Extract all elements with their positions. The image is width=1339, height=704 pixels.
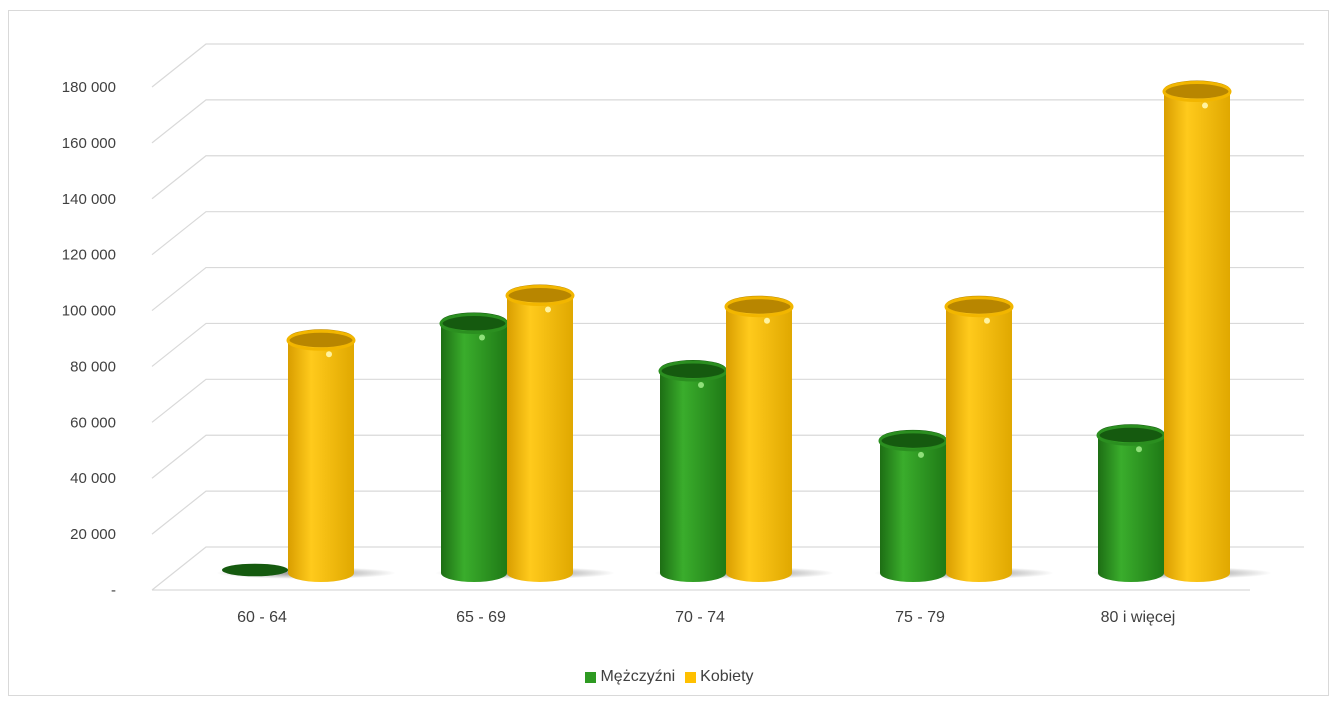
gridline [151, 99, 1304, 144]
legend-label-men: Mężczyźni [600, 668, 676, 685]
bar-women [724, 295, 794, 582]
bar-men [439, 312, 509, 582]
bar-women [1162, 80, 1232, 583]
bar-highlight [1202, 102, 1208, 109]
y-tick-label: 160 000 [62, 135, 116, 152]
legend-swatch-men [585, 671, 597, 683]
bar-body [1098, 433, 1164, 582]
x-tick-label: 65 - 69 [456, 609, 506, 626]
legend-item-women: Kobiety [685, 668, 754, 686]
bar-body [1164, 89, 1230, 583]
y-tick-label: 20 000 [70, 526, 116, 543]
chart-frame [8, 10, 1329, 696]
bar-body [441, 321, 507, 582]
legend-swatch-women [685, 671, 697, 683]
legend-label-women: Kobiety [700, 668, 754, 685]
bar-men [658, 360, 728, 582]
gridline [151, 43, 1304, 88]
bar-men [1096, 424, 1166, 582]
legend-item-men: Mężczyźni [585, 668, 675, 686]
y-tick-label: 80 000 [70, 358, 116, 375]
y-tick-label: 180 000 [62, 79, 116, 96]
gridline [151, 155, 1304, 200]
bar-women [505, 284, 575, 582]
bar-body [288, 338, 354, 582]
bar-men [222, 563, 288, 577]
bar-highlight [984, 317, 990, 324]
x-tick-label: 80 i więcej [1101, 609, 1176, 626]
gridline [151, 378, 1304, 423]
y-tick-label: - [111, 582, 116, 599]
bar-highlight [1136, 446, 1142, 453]
bar-men [878, 429, 948, 582]
y-tick-label: 120 000 [62, 247, 116, 264]
bar-rim [286, 329, 356, 351]
bar-highlight [326, 351, 332, 358]
y-tick-label: 60 000 [70, 414, 116, 431]
bar-body [507, 293, 573, 582]
bar-women [286, 329, 356, 582]
legend: Mężczyźni Kobiety [0, 668, 1339, 686]
y-tick-label: 140 000 [62, 191, 116, 208]
bar-body [726, 304, 792, 582]
bar-rim [724, 296, 794, 318]
bar-highlight [545, 306, 551, 313]
bar-body [946, 304, 1012, 582]
gridline [151, 322, 1304, 367]
bar-highlight [479, 334, 485, 341]
bar-body [660, 369, 726, 582]
bar-rim [944, 296, 1014, 318]
y-tick-label: 100 000 [62, 303, 116, 320]
x-tick-label: 70 - 74 [675, 609, 725, 626]
bar-body [880, 438, 946, 582]
gridline [151, 211, 1304, 256]
bar-women [944, 295, 1014, 582]
x-tick-label: 75 - 79 [895, 609, 945, 626]
bar-highlight [698, 382, 704, 389]
y-tick-label: 40 000 [70, 470, 116, 487]
bar-highlight [918, 451, 924, 458]
bar-rim [505, 285, 575, 307]
x-tick-label: 60 - 64 [237, 609, 287, 626]
bar-top [222, 563, 288, 577]
gridline [151, 266, 1304, 312]
bar-rim [1162, 81, 1232, 103]
bar-highlight [764, 317, 770, 324]
